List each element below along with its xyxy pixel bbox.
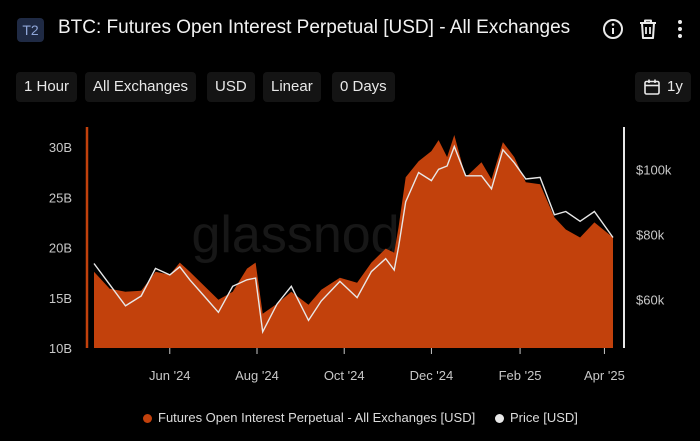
chart-legend: Futures Open Interest Perpetual - All Ex… bbox=[0, 408, 700, 428]
chart-header: T2 BTC: Futures Open Interest Perpetual … bbox=[0, 0, 700, 60]
legend-label-oi: Futures Open Interest Perpetual - All Ex… bbox=[158, 410, 476, 425]
x-tick-label: Aug '24 bbox=[235, 368, 279, 383]
info-icon[interactable] bbox=[601, 17, 625, 41]
more-icon[interactable] bbox=[668, 17, 692, 41]
legend-label-price: Price [USD] bbox=[510, 410, 578, 425]
scale-select[interactable]: Linear bbox=[263, 72, 321, 102]
exchange-select[interactable]: All Exchanges bbox=[85, 72, 197, 102]
right-tick-label: $60k bbox=[636, 292, 665, 307]
right-tick-label: $100k bbox=[636, 162, 672, 177]
legend-item-oi[interactable]: Futures Open Interest Perpetual - All Ex… bbox=[143, 408, 475, 428]
x-tick-label: Oct '24 bbox=[324, 368, 365, 383]
range-label: 1y bbox=[667, 78, 683, 95]
chart-toolbar: 1 Hour All Exchanges USD Linear 0 Days 1… bbox=[0, 72, 700, 104]
legend-swatch-oi bbox=[143, 414, 152, 423]
x-tick-label: Jun '24 bbox=[149, 368, 191, 383]
open-interest-area bbox=[94, 135, 613, 348]
currency-select[interactable]: USD bbox=[207, 72, 255, 102]
left-tick-label: 15B bbox=[49, 291, 72, 306]
x-tick-label: Dec '24 bbox=[410, 368, 454, 383]
x-tick-label: Feb '25 bbox=[499, 368, 542, 383]
range-select[interactable]: 1y bbox=[635, 72, 691, 102]
legend-swatch-price bbox=[495, 414, 504, 423]
x-tick-label: Apr '25 bbox=[584, 368, 625, 383]
trash-icon[interactable] bbox=[636, 17, 660, 41]
legend-item-price[interactable]: Price [USD] bbox=[495, 408, 578, 428]
left-tick-label: 20B bbox=[49, 241, 72, 256]
resolution-select[interactable]: 1 Hour bbox=[16, 72, 78, 102]
tier-badge: T2 bbox=[17, 18, 44, 42]
chart-title: BTC: Futures Open Interest Perpetual [US… bbox=[58, 17, 571, 38]
left-tick-label: 30B bbox=[49, 140, 72, 155]
left-tick-label: 10B bbox=[49, 341, 72, 356]
calendar-icon bbox=[644, 79, 660, 95]
sma-select[interactable]: 0 Days bbox=[332, 72, 395, 102]
right-tick-label: $80k bbox=[636, 227, 665, 242]
price-line bbox=[93, 144, 614, 335]
left-tick-label: 25B bbox=[49, 190, 72, 205]
